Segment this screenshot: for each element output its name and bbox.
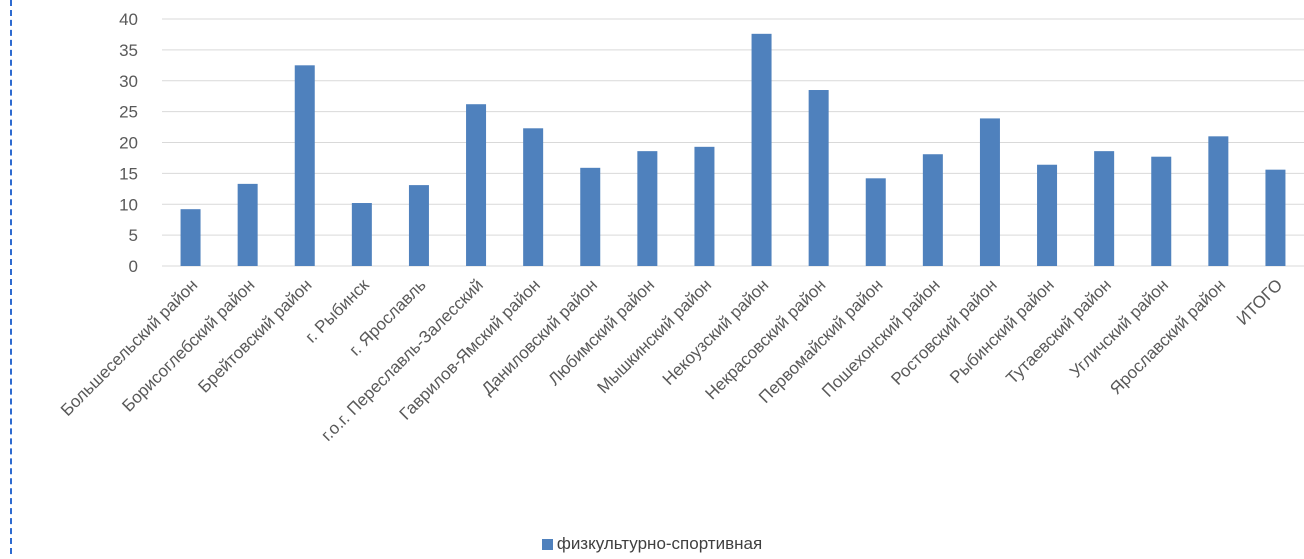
bar bbox=[351, 203, 372, 266]
bar bbox=[637, 151, 658, 266]
legend-swatch bbox=[541, 539, 553, 550]
y-tick-label: 25 bbox=[119, 103, 138, 122]
x-tick-label: Рыбинский район bbox=[946, 275, 1058, 387]
y-tick-label: 5 bbox=[129, 226, 138, 245]
x-tick-label: ИТОГО bbox=[1233, 275, 1286, 328]
gridlines bbox=[162, 18, 1304, 267]
bar bbox=[1208, 136, 1229, 266]
bar bbox=[580, 167, 601, 266]
y-tick-label: 15 bbox=[119, 164, 138, 183]
bar bbox=[523, 128, 544, 266]
legend-label: физкультурно-спортивная bbox=[556, 534, 763, 553]
y-tick-label: 0 bbox=[129, 257, 138, 276]
bar bbox=[865, 178, 886, 266]
y-tick-label: 30 bbox=[119, 72, 138, 91]
x-tick-label: Брейтовский район bbox=[194, 275, 315, 396]
bar bbox=[1094, 151, 1115, 266]
y-tick-label: 35 bbox=[119, 41, 138, 60]
bar bbox=[408, 185, 429, 266]
y-tick-label: 40 bbox=[119, 10, 138, 29]
bar bbox=[1265, 169, 1286, 266]
bar bbox=[922, 154, 943, 266]
y-axis-tick-labels: 0 5 10 15 20 25 30 35 40 bbox=[119, 10, 138, 276]
legend: физкультурно-спортивная bbox=[0, 534, 1304, 554]
bar bbox=[694, 146, 715, 266]
bar bbox=[237, 183, 258, 266]
x-tick-label: Любимский район bbox=[545, 275, 659, 389]
x-tick-label: Ярославский район bbox=[1106, 275, 1229, 398]
bar bbox=[1037, 164, 1058, 266]
bar bbox=[180, 209, 201, 266]
y-tick-label: 20 bbox=[119, 134, 138, 153]
x-tick-label: Некоузский район bbox=[659, 275, 773, 389]
page-border-dashed bbox=[10, 0, 12, 554]
bar bbox=[466, 104, 487, 266]
x-tick-label: Угличский район bbox=[1066, 275, 1172, 381]
bar bbox=[1151, 156, 1172, 266]
bar bbox=[808, 90, 829, 266]
x-tick-label: Тутаевский район bbox=[1002, 275, 1115, 388]
bar bbox=[751, 33, 772, 266]
bars bbox=[180, 33, 1286, 266]
bar bbox=[979, 118, 1000, 266]
y-tick-label: 10 bbox=[119, 195, 138, 214]
bar bbox=[294, 65, 315, 266]
x-tick-label: Ростовский район bbox=[887, 275, 1000, 388]
